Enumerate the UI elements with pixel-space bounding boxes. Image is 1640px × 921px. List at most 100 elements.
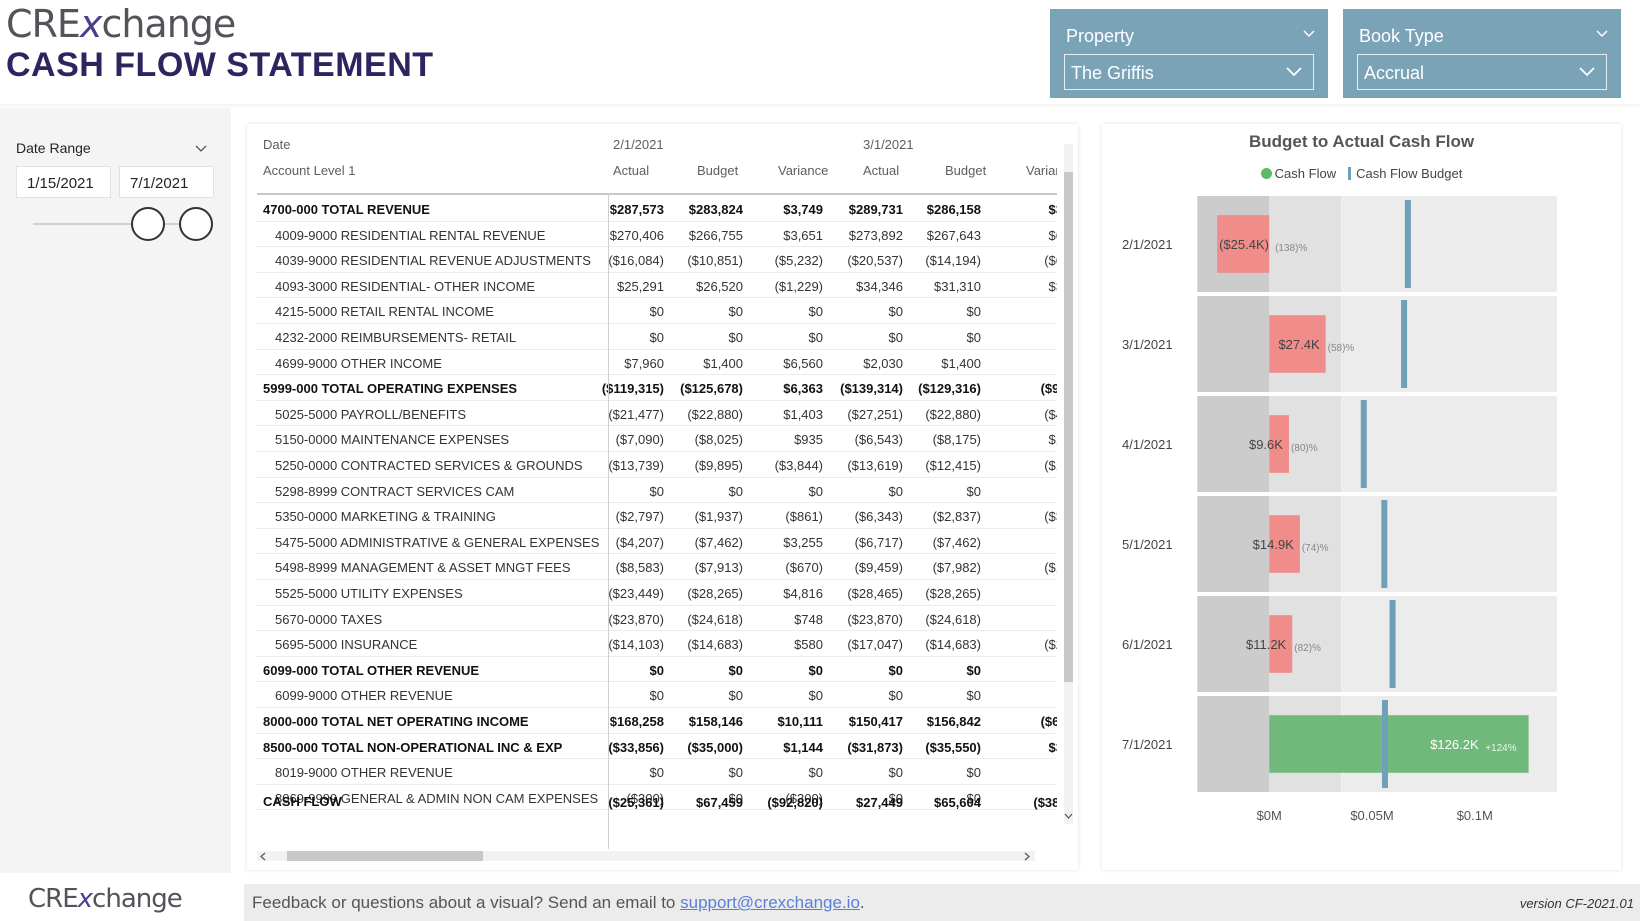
table-cell: $0 [966, 765, 981, 781]
table-row[interactable]: 6099-000 TOTAL OTHER REVENUE $0 $0 $0 $0 $0 [257, 656, 1057, 683]
support-email-link[interactable]: support@crexchange.io [680, 893, 860, 912]
measure-header-actual[interactable]: Actual [613, 163, 650, 178]
measure-header-actual[interactable]: Actual [863, 163, 900, 178]
table-row[interactable]: 5695-5000 INSURANCE ($14,103) ($14,683) $58… [257, 630, 1057, 657]
cash-flow-bar[interactable] [1269, 415, 1289, 473]
table-row[interactable]: 4232-2000 REIMBURSEMENTS- RETAIL $0 $0 $0 $0… [257, 323, 1057, 350]
date-column-header[interactable]: 2/1/2021 [613, 137, 664, 152]
table-row[interactable]: 4093-3000 RESIDENTIAL- OTHER INCOME $25,2… [257, 272, 1057, 299]
property-filter[interactable]: Property The Griffis [1050, 9, 1328, 98]
date-range-start-handle[interactable] [131, 207, 165, 241]
percent-label: (138)% [1275, 243, 1307, 254]
table-cell: $0 [808, 483, 823, 499]
version-label: version CF-2021.01 [1519, 896, 1634, 911]
cash-flow-bar[interactable] [1269, 515, 1300, 573]
table-cell: $0 [728, 688, 743, 704]
table-row[interactable]: 8000-000 TOTAL NET OPERATING INCOME $168,… [257, 707, 1057, 734]
table-row[interactable]: 5298-8999 CONTRACT SERVICES CAM $0 $0 $0 $0 $… [257, 477, 1057, 504]
measure-header-variance[interactable]: Varian [1026, 163, 1057, 178]
date-range-end-handle[interactable] [179, 207, 213, 241]
vertical-scrollbar[interactable] [1064, 144, 1073, 824]
x-tick-label: $0.1M [1457, 808, 1493, 823]
budget-target-marker[interactable] [1401, 300, 1408, 388]
table-row[interactable]: 5250-0000 CONTRACTED SERVICES & GROUNDS (… [257, 451, 1057, 478]
table-cell: ($2 [1044, 637, 1057, 653]
cash-flow-bar[interactable] [1217, 215, 1270, 273]
chevron-down-icon [1579, 67, 1595, 77]
table-row[interactable]: 5350-0000 MARKETING & TRAINING ($2,797) ($… [257, 502, 1057, 529]
table-row[interactable]: 5999-000 TOTAL OPERATING EXPENSES ($119,3… [257, 374, 1057, 401]
table-cell: $283,824 [688, 202, 743, 217]
table-cell: ($9, [1040, 381, 1057, 397]
table-cell: ($5,232) [774, 253, 823, 269]
table-row[interactable]: 4700-000 TOTAL REVENUE $287,573 $283,824 $3… [257, 195, 1057, 222]
horizontal-scrollbar[interactable] [257, 851, 1035, 861]
book-type-filter[interactable]: Book Type Accrual [1343, 9, 1621, 98]
budget-target-marker[interactable] [1381, 500, 1388, 588]
table-cell: ($4 [1044, 406, 1057, 422]
table-row[interactable]: 4215-5000 RETAIL RENTAL INCOME $0 $0 $0 $0 $0 [257, 297, 1057, 324]
table-cell: ($8,025) [694, 432, 743, 448]
table-cell: $67,459 [696, 794, 743, 810]
table-cell: ($7,913) [694, 560, 743, 576]
cash-flow-bar[interactable] [1269, 615, 1293, 673]
date-range-slider-track[interactable] [33, 223, 209, 225]
table-row[interactable]: 4039-9000 RESIDENTIAL REVENUE ADJUSTMENT… [257, 246, 1057, 273]
table-row[interactable]: 5025-5000 PAYROLL/BENEFITS ($21,477) ($22,… [257, 400, 1057, 427]
table-row[interactable]: 6099-9000 OTHER REVENUE $0 $0 $0 $0 $0 [257, 681, 1057, 708]
budget-target-marker[interactable] [1381, 700, 1388, 788]
table-cell: ($24,618) [925, 611, 981, 627]
vertical-scrollbar-thumb[interactable] [1064, 172, 1073, 682]
budget-target-marker[interactable] [1404, 200, 1411, 288]
account-name: 8019-9000 OTHER REVENUE [275, 765, 453, 781]
table-cell: $1,144 [783, 739, 823, 755]
table-row[interactable]: 8069-9999 GENERAL & ADMIN NON CAM EXPENS… [257, 784, 1057, 811]
table-row[interactable]: 4699-9000 OTHER INCOME $7,960 $1,400 $6,560… [257, 349, 1057, 376]
table-cell: ($670) [785, 560, 823, 576]
x-tick-label: $0.05M [1350, 808, 1393, 823]
table-row-total[interactable]: CASH FLOW ($25,361) $67,459 ($92,820) $27,44… [257, 792, 1057, 832]
measure-header-budget[interactable]: Budget [697, 163, 739, 178]
scroll-left-icon[interactable] [259, 852, 267, 861]
measure-header-variance[interactable]: Variance [778, 163, 829, 178]
date-column-header[interactable]: 3/1/2021 [863, 137, 914, 152]
cash-flow-bar[interactable] [1269, 715, 1529, 773]
table-cell: $3 [1048, 739, 1057, 755]
property-dropdown[interactable]: The Griffis [1064, 54, 1314, 90]
table-row[interactable]: 5670-0000 TAXES ($23,870) ($24,618) $748 ($2… [257, 605, 1057, 632]
book-type-dropdown[interactable]: Accrual [1357, 54, 1607, 90]
legend-cash-flow-label[interactable]: Cash Flow [1274, 166, 1337, 181]
table-row[interactable]: 8500-000 TOTAL NON-OPERATIONAL INC & EXP… [257, 733, 1057, 760]
measure-header-budget[interactable]: Budget [945, 163, 987, 178]
table-row[interactable]: 5475-5000 ADMINISTRATIVE & GENERAL EXPEN… [257, 528, 1057, 555]
table-cell: ($31,873) [847, 739, 903, 755]
table-row[interactable]: 8019-9000 OTHER REVENUE $0 $0 $0 $0 $0 [257, 758, 1057, 785]
legend-budget-label[interactable]: Cash Flow Budget [1356, 166, 1463, 181]
chevron-down-icon [1286, 67, 1302, 77]
table-cell: ($7,462) [694, 534, 743, 550]
feedback-text-before: Feedback or questions about a visual? Se… [252, 893, 681, 912]
cash-flow-bar[interactable] [1269, 315, 1326, 373]
table-row[interactable]: 4009-9000 RESIDENTIAL RENTAL REVENUE $270… [257, 221, 1057, 248]
chevron-down-icon[interactable] [195, 144, 207, 154]
performance-band [1341, 396, 1557, 492]
table-row[interactable]: 5150-0000 MAINTENANCE EXPENSES ($7,090) ($… [257, 425, 1057, 452]
table-cell: ($129,316) [918, 381, 981, 397]
chevron-down-icon[interactable] [1595, 27, 1609, 41]
scroll-down-icon[interactable] [1064, 812, 1073, 820]
scroll-right-icon[interactable] [1023, 852, 1031, 861]
table-row[interactable]: 5498-8999 MANAGEMENT & ASSET MNGT FEES ($… [257, 553, 1057, 580]
table-cell: ($35,000) [687, 739, 743, 755]
budget-target-marker[interactable] [1389, 600, 1396, 688]
date-range-start-input[interactable]: 1/15/2021 [16, 166, 111, 198]
property-dropdown-value: The Griffis [1071, 63, 1154, 83]
table-row[interactable]: 5525-5000 UTILITY EXPENSES ($23,449) ($28,… [257, 579, 1057, 606]
horizontal-scrollbar-thumb[interactable] [287, 851, 483, 861]
budget-target-marker[interactable] [1360, 400, 1367, 488]
account-level-header[interactable]: Account Level 1 [263, 163, 356, 178]
table-cell: $1 [1048, 432, 1057, 448]
chevron-down-icon[interactable] [1302, 27, 1316, 41]
performance-band [1341, 296, 1557, 392]
date-range-end-input[interactable]: 7/1/2021 [119, 166, 214, 198]
table-cell: ($6,543) [854, 432, 903, 448]
